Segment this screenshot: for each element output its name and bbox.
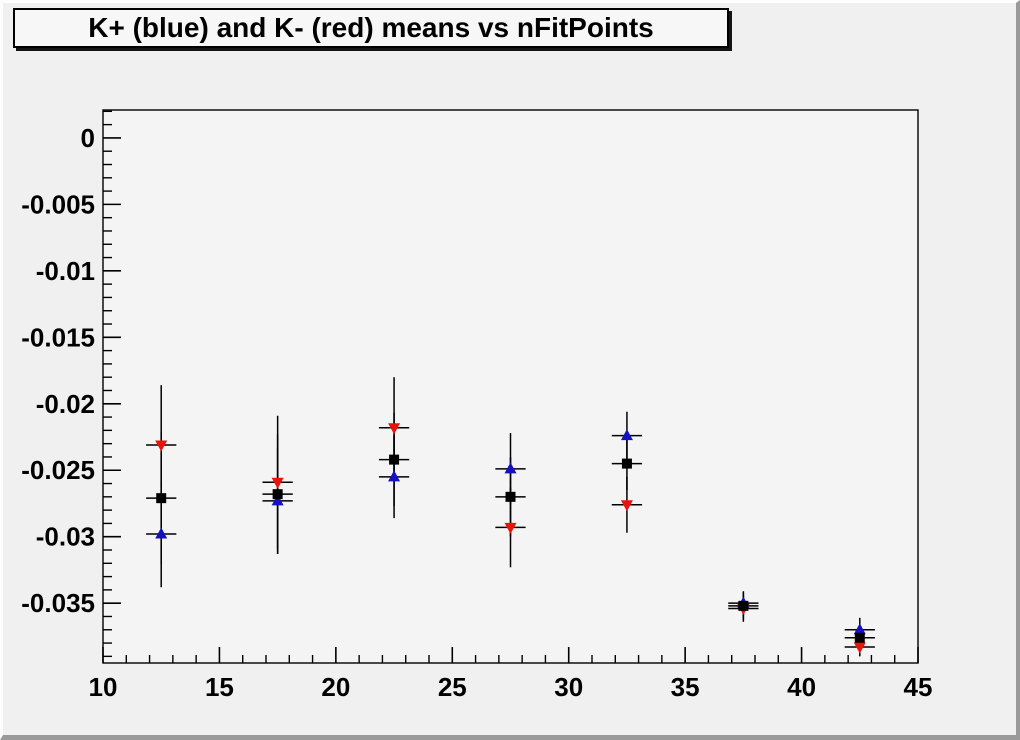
x-tick-label: 30 xyxy=(554,672,583,702)
marker-triangle-up xyxy=(155,527,168,539)
marker-triangle-up xyxy=(853,623,866,635)
marker-triangle-up xyxy=(271,494,284,506)
marker-square xyxy=(738,600,749,611)
marker-triangle-up xyxy=(388,470,401,482)
x-tick-label: 35 xyxy=(671,672,700,702)
plot-svg: 10 15 20 25 30 35 40 45 0 -0.005 -0.01 -0.015 -0.02 -… xyxy=(21,109,933,702)
y-tick-label: -0.01 xyxy=(36,256,95,286)
title-box: K+ (blue) and K- (red) means vs nFitPoin… xyxy=(13,8,729,48)
x-tick-label: 10 xyxy=(89,672,118,702)
marker-triangle-down xyxy=(620,500,633,512)
marker-triangle-up xyxy=(504,462,517,474)
marker-square xyxy=(854,632,865,643)
y-tick-label: -0.02 xyxy=(36,389,95,419)
x-tick-label: 15 xyxy=(205,672,234,702)
marker-square xyxy=(156,493,167,504)
y-tick-label: 0 xyxy=(81,123,95,153)
marker-triangle-down xyxy=(388,423,401,435)
marker-triangle-up xyxy=(620,429,633,441)
x-tick-label: 25 xyxy=(438,672,467,702)
y-tick-label: -0.025 xyxy=(21,455,95,485)
marker-square xyxy=(505,491,516,502)
plot-title: K+ (blue) and K- (red) means vs nFitPoin… xyxy=(88,12,654,43)
marker-square xyxy=(621,458,632,469)
marker-triangle-down xyxy=(155,440,168,452)
y-tick-label: -0.015 xyxy=(21,322,95,352)
y-tick-label: -0.035 xyxy=(21,588,95,618)
marker-triangle-down xyxy=(853,642,866,654)
x-tick-label: 45 xyxy=(904,672,933,702)
marker-square xyxy=(272,489,283,500)
marker-triangle-down xyxy=(504,522,517,534)
plot-frame xyxy=(102,109,919,664)
x-tick-label: 20 xyxy=(321,672,350,702)
y-tick-label: -0.005 xyxy=(21,189,95,219)
marker-triangle-down xyxy=(271,477,284,489)
marker-square xyxy=(389,454,400,465)
x-tick-label: 40 xyxy=(787,672,816,702)
y-tick-label: -0.03 xyxy=(36,522,95,552)
